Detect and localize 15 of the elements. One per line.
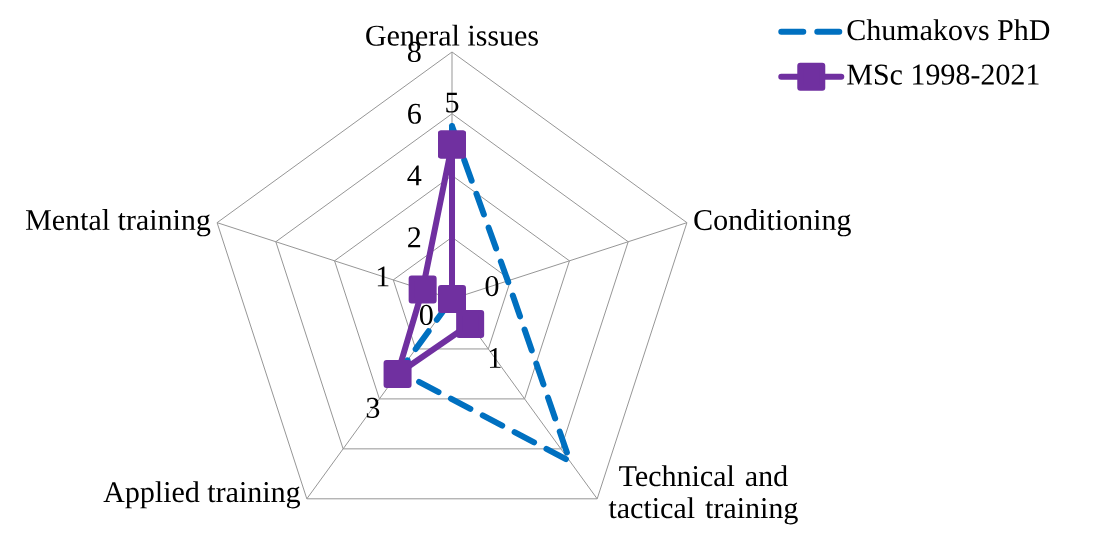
legend-label: MSc 1998-2021 xyxy=(847,64,1039,85)
data-label: 1 xyxy=(377,266,389,287)
y-tick-label: 6 xyxy=(408,103,421,124)
data-label: 0 xyxy=(485,275,499,297)
data-label: 1 xyxy=(489,348,501,368)
data-label: 5 xyxy=(446,92,459,113)
y-tick-label: 4 xyxy=(407,165,422,186)
legend-label: Chumakovs PhD xyxy=(847,19,1050,41)
spoke-label: Conditioning xyxy=(694,209,851,237)
data-label: 3 xyxy=(366,397,380,418)
spoke-label: Technical and tactical training xyxy=(608,465,798,525)
spoke-label: Mental training xyxy=(25,209,211,237)
y-tick-label: 0 xyxy=(419,304,433,326)
spoke-label: Applied training xyxy=(103,481,301,509)
y-tick-label: 2 xyxy=(408,227,421,248)
